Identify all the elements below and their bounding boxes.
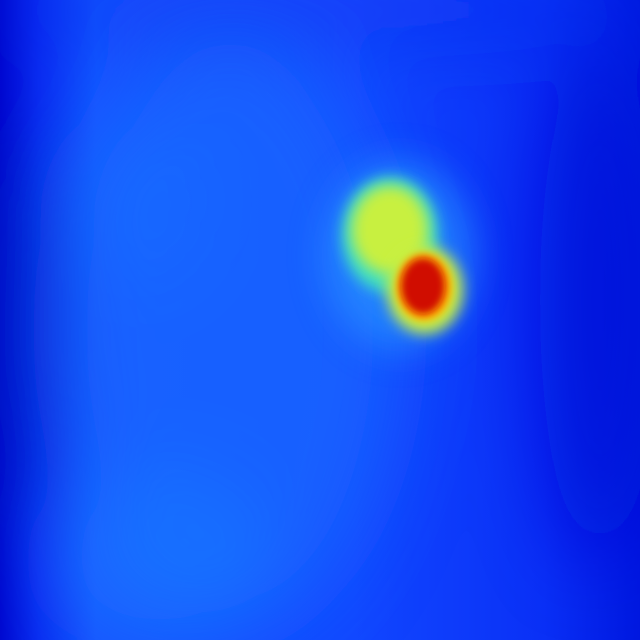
hotspot <box>325 160 475 350</box>
